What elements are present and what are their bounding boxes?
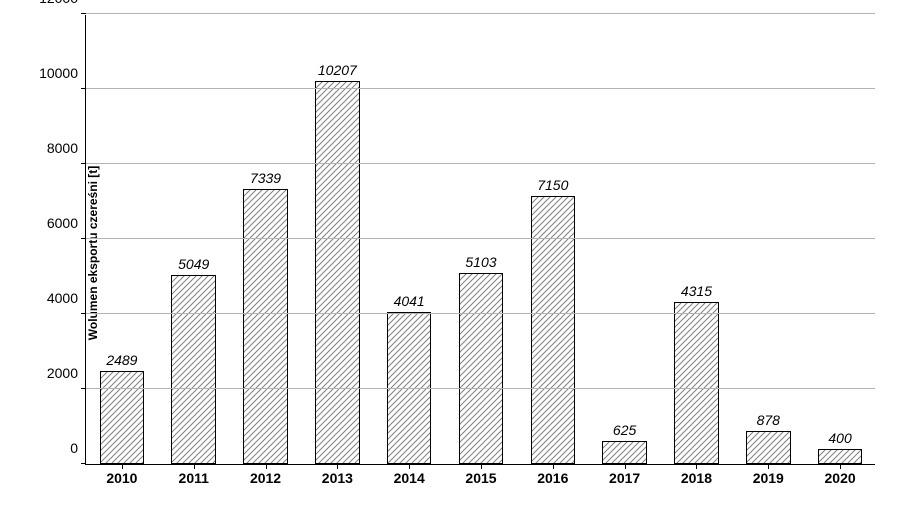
y-tick-label: 6000 <box>47 215 86 231</box>
y-tick-mark <box>81 388 86 389</box>
gridline <box>86 13 875 14</box>
y-tick-mark <box>81 88 86 89</box>
bar: 7339 <box>243 189 288 464</box>
bar: 10207 <box>315 81 360 464</box>
x-tick-label: 2019 <box>753 470 784 486</box>
bar-slot: 102072013 <box>301 15 373 464</box>
bar-value-label: 5049 <box>178 256 209 272</box>
x-tick-label: 2011 <box>179 470 209 486</box>
y-tick-mark <box>81 463 86 464</box>
x-tick-label: 2015 <box>465 470 496 486</box>
bar-slot: 51032015 <box>445 15 517 464</box>
bar-slot: 43152018 <box>661 15 733 464</box>
bar-value-label: 10207 <box>318 62 357 78</box>
bar-slot: 4002020 <box>804 15 876 464</box>
bar-slot: 71502016 <box>517 15 589 464</box>
y-tick-label: 0 <box>70 440 86 456</box>
x-tick-mark <box>625 464 626 469</box>
x-tick-label: 2014 <box>394 470 425 486</box>
x-tick-mark <box>409 464 410 469</box>
export-volume-bar-chart: Wolumen eksportu czereśni [t] 2489201050… <box>0 0 900 505</box>
y-tick-mark <box>81 238 86 239</box>
y-tick-mark <box>81 163 86 164</box>
bar-value-label: 878 <box>757 412 780 428</box>
x-tick-mark <box>194 464 195 469</box>
gridline <box>86 88 875 89</box>
bar: 625 <box>602 441 647 464</box>
x-tick-label: 2020 <box>825 470 856 486</box>
x-tick-label: 2017 <box>609 470 640 486</box>
y-tick-mark <box>81 313 86 314</box>
y-tick-label: 4000 <box>47 290 86 306</box>
bar: 7150 <box>531 196 576 464</box>
y-tick-label: 10000 <box>39 65 86 81</box>
x-tick-mark <box>696 464 697 469</box>
bar-slot: 8782019 <box>732 15 804 464</box>
bar-value-label: 5103 <box>465 254 496 270</box>
x-tick-mark <box>266 464 267 469</box>
bar: 5103 <box>459 273 504 464</box>
y-tick-label: 12000 <box>39 0 86 6</box>
bar: 878 <box>746 431 791 464</box>
bars-container: 2489201050492011733920121020720134041201… <box>86 15 875 464</box>
bar: 2489 <box>100 371 145 464</box>
gridline <box>86 163 875 164</box>
bar: 4315 <box>674 302 719 464</box>
x-tick-mark <box>337 464 338 469</box>
x-tick-mark <box>840 464 841 469</box>
bar-value-label: 7339 <box>250 170 281 186</box>
x-tick-label: 2018 <box>681 470 712 486</box>
plot-area: 2489201050492011733920121020720134041201… <box>85 15 875 465</box>
x-tick-mark <box>553 464 554 469</box>
x-tick-label: 2012 <box>250 470 281 486</box>
x-tick-mark <box>481 464 482 469</box>
bar-slot: 40412014 <box>373 15 445 464</box>
bar-value-label: 4041 <box>394 293 425 309</box>
bar-slot: 6252017 <box>589 15 661 464</box>
x-tick-mark <box>768 464 769 469</box>
bar-slot: 50492011 <box>158 15 230 464</box>
gridline <box>86 313 875 314</box>
bar-value-label: 400 <box>828 430 851 446</box>
x-tick-label: 2010 <box>106 470 137 486</box>
bar: 400 <box>818 449 863 464</box>
gridline <box>86 238 875 239</box>
bar-slot: 73392012 <box>230 15 302 464</box>
x-tick-label: 2016 <box>537 470 568 486</box>
bar-value-label: 4315 <box>681 283 712 299</box>
y-tick-label: 8000 <box>47 140 86 156</box>
gridline <box>86 388 875 389</box>
bar-slot: 24892010 <box>86 15 158 464</box>
y-tick-mark <box>81 13 86 14</box>
x-tick-label: 2013 <box>322 470 353 486</box>
bar-value-label: 625 <box>613 422 636 438</box>
bar: 5049 <box>171 275 216 464</box>
y-tick-label: 2000 <box>47 365 86 381</box>
x-tick-mark <box>122 464 123 469</box>
bar-value-label: 2489 <box>106 352 137 368</box>
bar-value-label: 7150 <box>537 177 568 193</box>
